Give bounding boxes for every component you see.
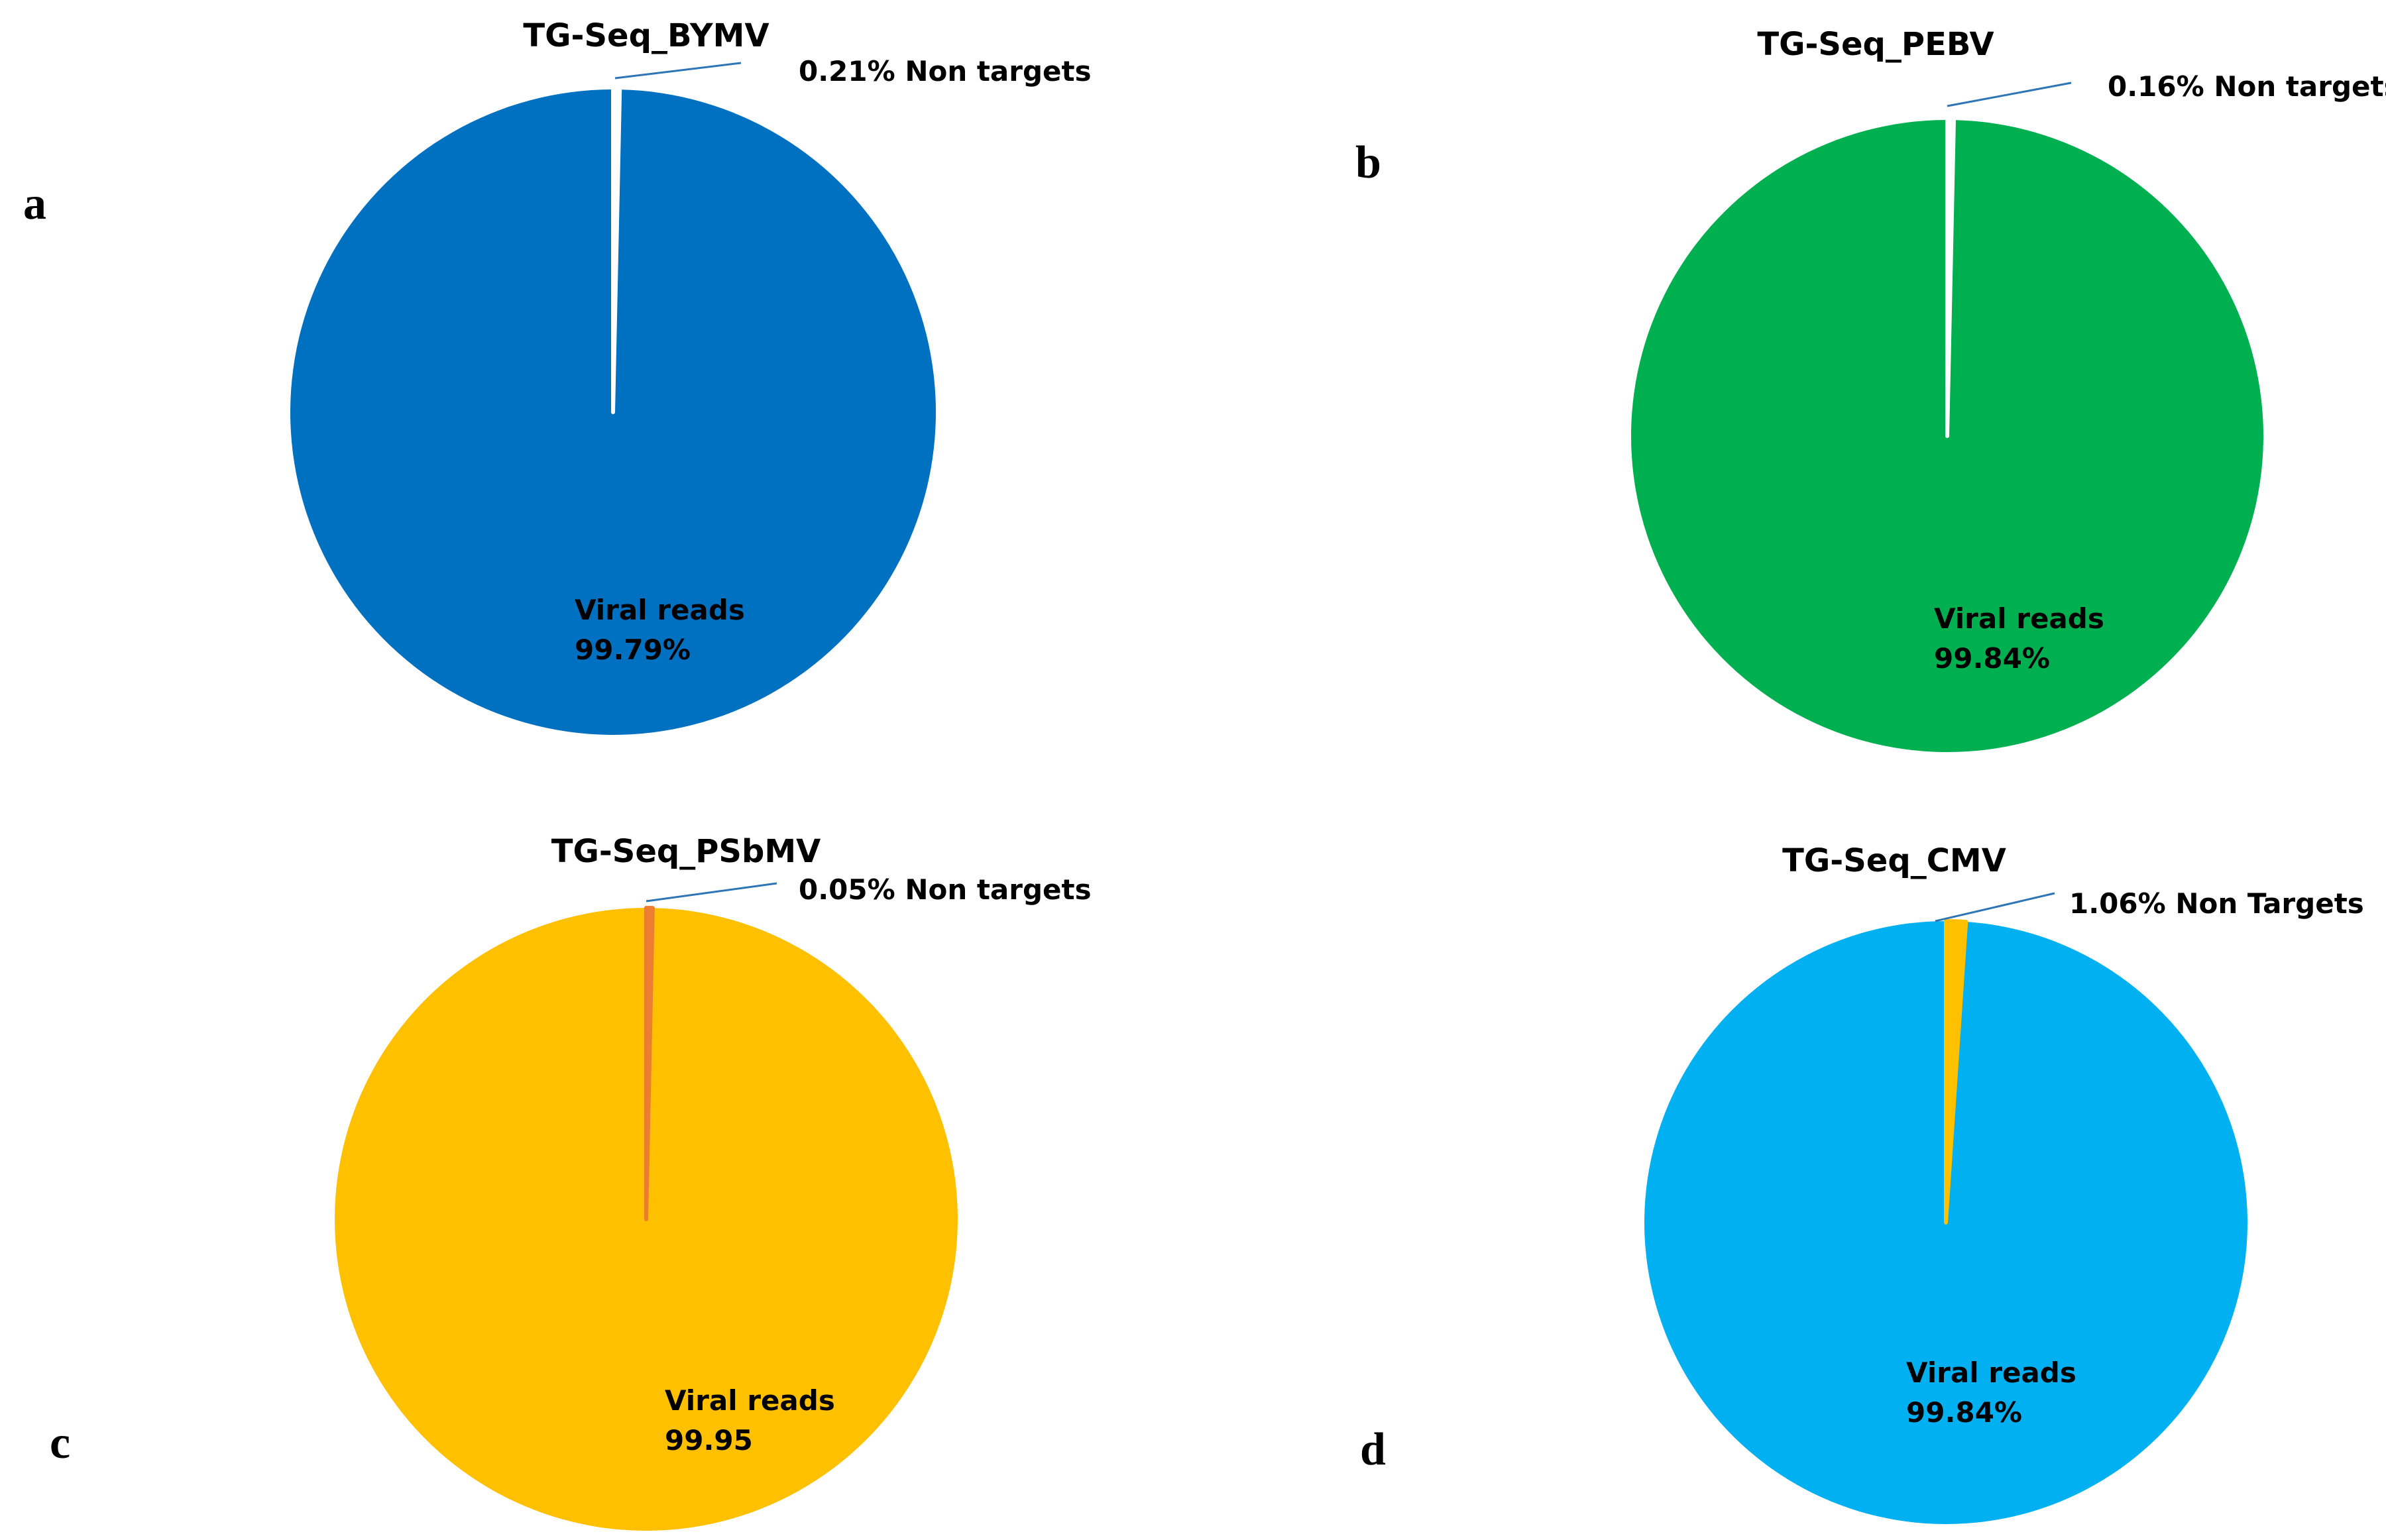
leader-line	[1935, 892, 2055, 922]
panel-letter: d	[1360, 1424, 1386, 1475]
pie-title: TG-Seq_PSbMV	[551, 833, 821, 870]
viral-reads-label: Viral reads	[665, 1384, 835, 1417]
pie-slice-separator	[1944, 919, 1968, 1225]
panel-letter: a	[23, 178, 46, 229]
viral-reads-value: 99.95	[665, 1424, 753, 1457]
viral-reads-label: Viral reads	[1934, 602, 2104, 635]
viral-reads-value: 99.84%	[1906, 1396, 2022, 1429]
pie-title: TG-Seq_BYMV	[523, 17, 769, 54]
pie-slice-separator	[611, 87, 622, 414]
viral-reads-label: Viral reads	[575, 594, 745, 626]
viral-reads-value: 99.79%	[575, 633, 691, 666]
pie-panel-b: b TG-Seq_PEBV 0.16% Non targets Viral reads…	[1355, 26, 2386, 752]
non-targets-label: 0.05% Non targets	[799, 873, 1092, 906]
non-targets-label: 0.16% Non targets	[2108, 70, 2386, 103]
pie-panel-a: a TG-Seq_BYMV 0.21% Non targets Viral reads…	[23, 17, 1092, 735]
panel-letter: c	[50, 1417, 70, 1468]
panel-letter: b	[1355, 137, 1381, 188]
pie-title: TG-Seq_CMV	[1782, 842, 2006, 879]
pie-panel-d: d TG-Seq_CMV 1.06% Non Targets Viral reads 9…	[1360, 842, 2364, 1524]
leader-line	[646, 882, 777, 903]
viral-reads-label: Viral reads	[1906, 1356, 2076, 1389]
pie-title: TG-Seq_PEBV	[1757, 26, 1994, 63]
leader-line	[1947, 82, 2072, 107]
leader-line	[614, 62, 742, 80]
non-targets-label: 0.21% Non targets	[799, 55, 1092, 87]
pie-slice-separator	[1945, 118, 1956, 438]
non-targets-label: 1.06% Non Targets	[2069, 887, 2364, 920]
viral-reads-value: 99.84%	[1934, 642, 2050, 675]
pie-slice-separator	[644, 905, 655, 1221]
